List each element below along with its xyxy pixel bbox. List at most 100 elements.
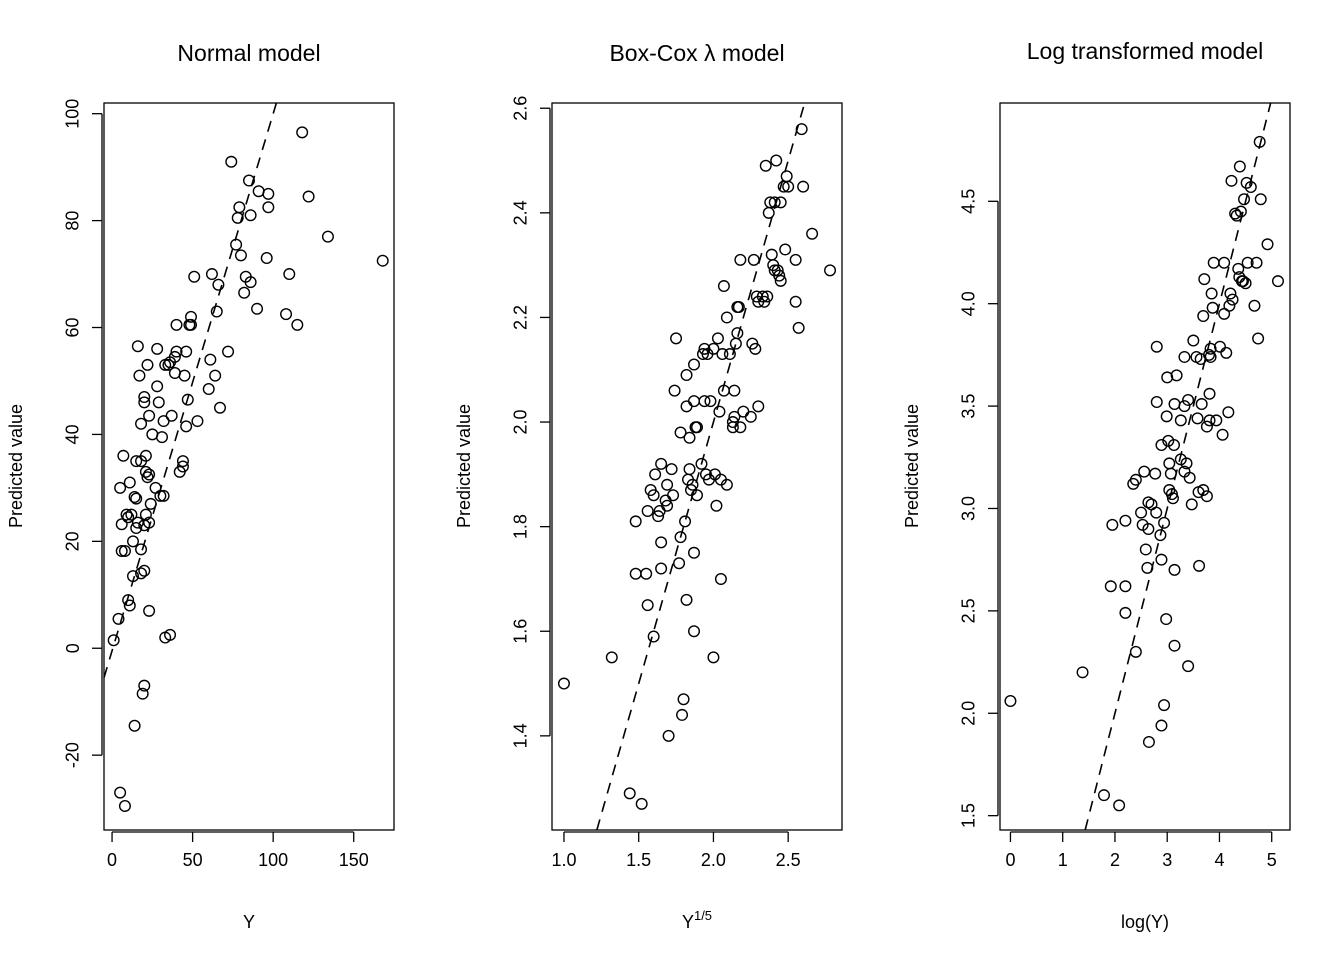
data-point: [170, 345, 183, 358]
x-tick-label: 2.0: [701, 850, 726, 870]
data-point: [152, 396, 165, 409]
data-point: [213, 401, 226, 414]
data-point: [696, 348, 709, 361]
y-tick-label: 2.4: [511, 200, 531, 225]
data-point: [661, 478, 674, 491]
data-point: [1129, 473, 1142, 486]
data-point: [133, 369, 146, 382]
data-point: [655, 562, 668, 575]
data-point: [779, 243, 792, 256]
data-point: [283, 268, 296, 281]
data-point: [1180, 457, 1193, 470]
data-point: [188, 270, 201, 283]
data-point: [747, 253, 760, 266]
data-point: [162, 358, 175, 371]
x-axis-label: Y: [243, 912, 255, 932]
data-point: [1160, 613, 1173, 626]
data-point: [1220, 346, 1233, 359]
data-point: [138, 679, 151, 692]
data-point: [1182, 393, 1195, 406]
data-point: [680, 368, 693, 381]
data-point: [797, 180, 810, 193]
data-point: [1204, 350, 1217, 363]
data-point: [1203, 387, 1216, 400]
data-point: [1149, 467, 1162, 480]
data-point: [728, 410, 741, 423]
data-point: [1205, 287, 1218, 300]
data-point: [714, 572, 727, 585]
data-point: [321, 230, 334, 243]
data-point: [1168, 639, 1181, 652]
data-point: [114, 481, 127, 494]
data-point: [131, 340, 144, 353]
x-tick-label: 3: [1162, 850, 1172, 870]
x-axis-label: Y1/5: [682, 908, 712, 932]
y-tick-label: 3.5: [959, 394, 979, 419]
x-tick-label: 1.0: [551, 850, 576, 870]
data-point: [691, 489, 704, 502]
data-point: [1203, 414, 1216, 427]
data-point: [655, 457, 668, 470]
x-axis: 0 50 100 150: [107, 831, 369, 870]
data-point: [184, 318, 197, 331]
data-point: [143, 468, 156, 481]
x-tick-label: 2.5: [776, 850, 801, 870]
data-point: [1155, 553, 1168, 566]
data-point: [1198, 273, 1211, 286]
data-point: [774, 196, 787, 209]
data-point: [1150, 340, 1163, 353]
data-point: [123, 476, 136, 489]
data-point: [117, 449, 130, 462]
data-point: [759, 159, 772, 172]
data-point: [723, 348, 736, 361]
data-point: [1238, 193, 1251, 206]
y-tick-label: 1.8: [511, 514, 531, 539]
data-point: [1150, 395, 1163, 408]
data-point: [112, 612, 125, 625]
y-axis-label: Predicted value: [902, 404, 922, 528]
data-point: [210, 305, 223, 318]
data-point: [1271, 275, 1284, 288]
data-point: [1119, 580, 1132, 593]
data-point: [655, 536, 668, 549]
data-point: [713, 405, 726, 418]
data-point: [1174, 414, 1187, 427]
data-point: [135, 417, 148, 430]
data-point: [176, 460, 189, 473]
data-point: [683, 463, 696, 476]
y-tick-label: 2.2: [511, 305, 531, 330]
data-point: [761, 290, 774, 303]
data-point: [122, 594, 135, 607]
data-point: [1076, 666, 1089, 679]
data-point: [176, 455, 189, 468]
data-point: [686, 478, 699, 491]
data-point: [1106, 518, 1119, 531]
data-point: [1203, 348, 1216, 361]
x-tick-label: 5: [1267, 850, 1277, 870]
data-point: [128, 719, 141, 732]
data-point: [789, 295, 802, 308]
data-point: [126, 570, 139, 583]
data-point: [641, 504, 654, 517]
data-point: [1233, 160, 1246, 173]
data-point: [1167, 438, 1180, 451]
data-point: [1155, 719, 1168, 732]
x-axis-label: log(Y): [1121, 912, 1169, 932]
data-point: [1200, 420, 1213, 433]
data-point: [1239, 277, 1252, 290]
data-point: [178, 369, 191, 382]
data-point: [557, 677, 570, 690]
data-point: [756, 290, 769, 303]
data-point: [1158, 699, 1171, 712]
data-point: [1195, 398, 1208, 411]
data-point: [1178, 400, 1191, 413]
data-point: [1150, 506, 1163, 519]
y-tick-label: 4.0: [959, 291, 979, 316]
data-point: [118, 544, 131, 557]
y-tick-label: 60: [63, 317, 83, 337]
data-point: [144, 497, 157, 510]
data-point: [1142, 522, 1155, 535]
data-point: [1222, 406, 1235, 419]
data-points: [1004, 135, 1284, 812]
